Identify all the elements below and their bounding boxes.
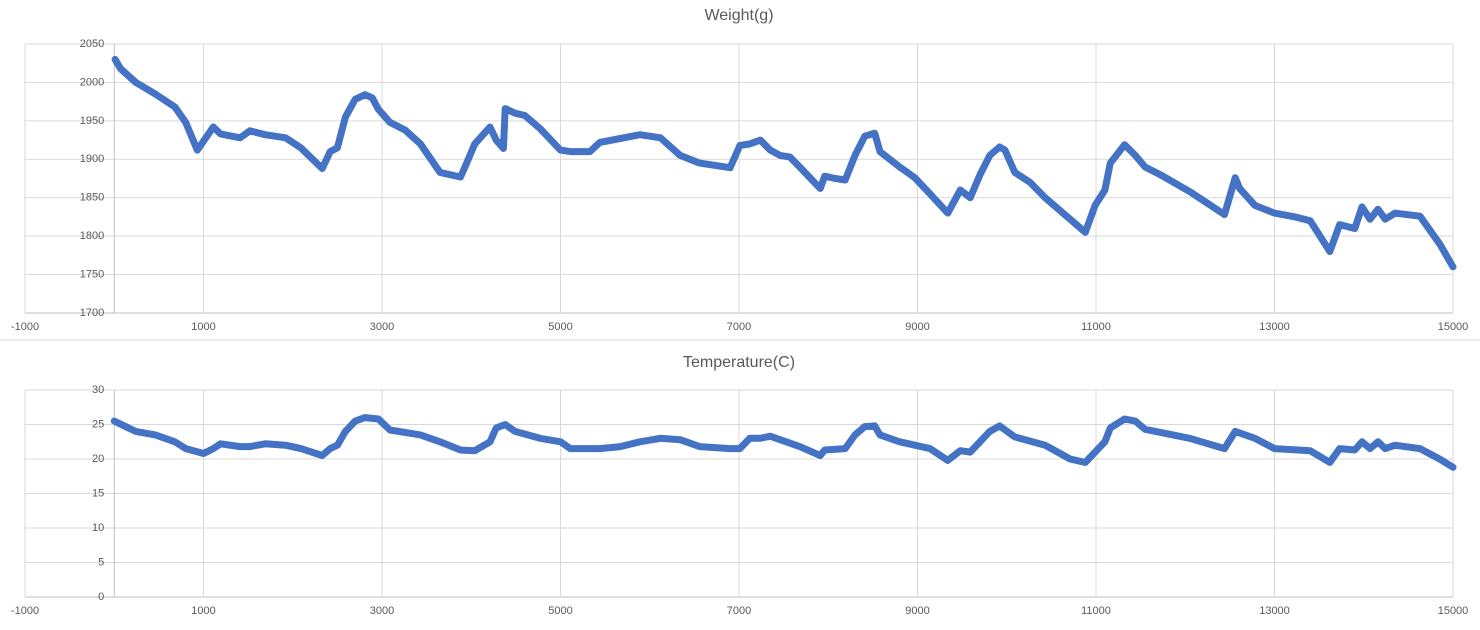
x-tick-label: 11000 xyxy=(1081,605,1111,617)
y-tick-label: 1700 xyxy=(80,307,104,319)
x-tick-label: 9000 xyxy=(905,605,929,617)
y-tick-label: 30 xyxy=(92,384,104,396)
x-tick-label: 13000 xyxy=(1259,605,1290,617)
x-tick-label: 7000 xyxy=(727,605,751,617)
x-tick-label: 5000 xyxy=(548,321,572,333)
x-tick-label: 9000 xyxy=(905,321,929,333)
y-tick-label: 1800 xyxy=(80,230,104,242)
chart-title: Weight(g) xyxy=(704,7,773,24)
x-tick-label: 15000 xyxy=(1438,321,1469,333)
data-line xyxy=(110,414,1457,471)
x-tick-label: 11000 xyxy=(1081,321,1111,333)
x-tick-label: 1000 xyxy=(191,321,215,333)
y-tick-label: 2000 xyxy=(80,76,104,88)
y-tick-label: 15 xyxy=(92,487,104,499)
x-tick-label: -1000 xyxy=(11,321,39,333)
y-tick-label: 1900 xyxy=(80,153,104,165)
data-line xyxy=(111,55,1457,271)
x-tick-label: -1000 xyxy=(11,605,39,617)
y-tick-label: 0 xyxy=(98,591,104,603)
y-tick-label: 25 xyxy=(92,418,104,430)
y-tick-label: 2050 xyxy=(80,38,104,50)
chart-title: Temperature(C) xyxy=(683,354,795,371)
x-tick-label: 3000 xyxy=(370,605,394,617)
x-tick-label: 15000 xyxy=(1438,605,1469,617)
y-tick-label: 1850 xyxy=(80,192,104,204)
y-tick-label: 20 xyxy=(92,453,104,465)
x-tick-label: 7000 xyxy=(727,321,751,333)
x-tick-label: 1000 xyxy=(191,605,215,617)
y-tick-label: 10 xyxy=(92,522,104,534)
x-tick-label: 13000 xyxy=(1259,321,1290,333)
x-tick-label: 5000 xyxy=(548,605,572,617)
y-tick-label: 1950 xyxy=(80,115,104,127)
y-tick-label: 1750 xyxy=(80,268,104,280)
x-tick-label: 3000 xyxy=(370,321,394,333)
y-tick-label: 5 xyxy=(98,556,104,568)
